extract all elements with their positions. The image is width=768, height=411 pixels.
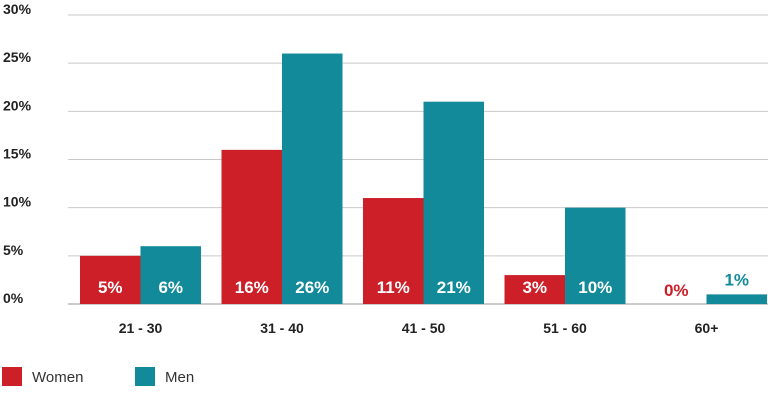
data-label-men-0: 6% <box>158 278 183 297</box>
legend-label-women: Women <box>32 369 83 386</box>
y-tick-label: 10% <box>3 194 32 210</box>
legend-label-men: Men <box>165 369 194 386</box>
legend: Women Men <box>2 367 194 386</box>
y-tick-label: 25% <box>3 49 32 65</box>
x-tick-label: 41 - 50 <box>402 320 446 336</box>
bars <box>80 53 767 305</box>
x-tick-label: 21 - 30 <box>119 320 163 336</box>
x-tick-label: 51 - 60 <box>543 320 587 336</box>
legend-swatch-women <box>2 367 22 386</box>
data-labels: 5% 6% 16% 26% 11% 21% 3% 10% 0% 1% <box>98 270 749 300</box>
x-tick-label: 31 - 40 <box>260 320 304 336</box>
bar-women-2 <box>363 198 424 304</box>
data-label-women-3: 3% <box>522 278 547 297</box>
data-label-men-3: 10% <box>578 278 612 297</box>
data-label-women-1: 16% <box>235 278 269 297</box>
bar-women-1 <box>221 149 282 304</box>
data-label-women-2: 11% <box>377 278 410 297</box>
y-tick-label: 0% <box>3 290 24 306</box>
y-tick-label: 15% <box>3 146 32 162</box>
legend-swatch-men <box>135 367 155 386</box>
bar-men-2 <box>423 101 484 304</box>
data-label-men-4: 1% <box>724 270 749 289</box>
bar-men-4 <box>706 294 767 304</box>
data-label-women-0: 5% <box>98 278 123 297</box>
data-label-men-1: 26% <box>295 278 329 297</box>
y-tick-label: 20% <box>3 97 32 113</box>
y-axis: 0% 5% 10% 15% 20% 25% 30% <box>3 1 32 306</box>
y-tick-label: 30% <box>3 1 32 17</box>
data-label-men-2: 21% <box>437 278 471 297</box>
x-axis: 21 - 30 31 - 40 41 - 50 51 - 60 60+ <box>119 320 719 336</box>
bar-women-3 <box>504 275 565 304</box>
bar-men-0 <box>140 246 201 304</box>
y-tick-label: 5% <box>3 242 24 258</box>
bar-men-1 <box>282 53 343 305</box>
data-label-women-4: 0% <box>664 281 689 300</box>
bar-men-3 <box>565 207 626 304</box>
bar-women-0 <box>80 255 141 304</box>
x-tick-label: 60+ <box>695 320 719 336</box>
